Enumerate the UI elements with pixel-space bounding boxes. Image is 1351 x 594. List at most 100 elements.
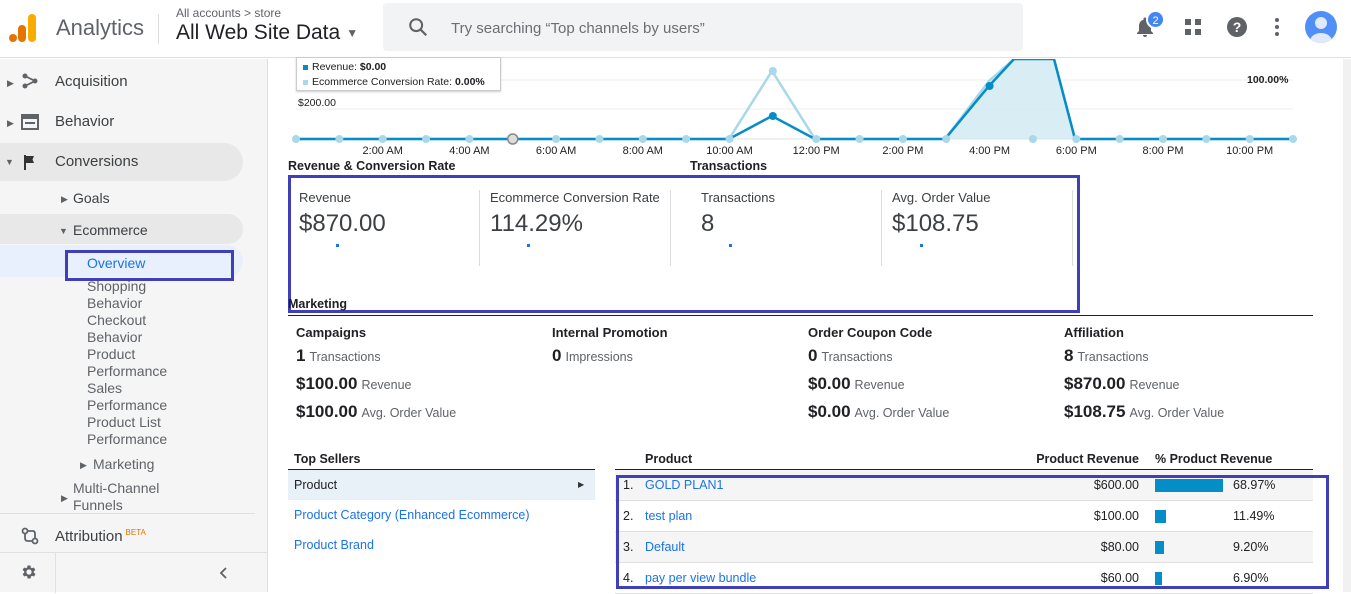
- metric-conversion-rate[interactable]: Ecommerce Conversion Rate 114.29%: [482, 178, 673, 268]
- marketing-stat[interactable]: 0 Transactions: [808, 346, 1058, 374]
- data-point[interactable]: [812, 135, 821, 143]
- col-product-revenue[interactable]: Product Revenue: [1036, 452, 1139, 466]
- data-point[interactable]: [682, 135, 691, 143]
- tooltip-revenue-value: $0.00: [359, 61, 387, 73]
- property-selector[interactable]: All Web Site Data ▼: [176, 21, 358, 45]
- data-point[interactable]: [1289, 135, 1298, 143]
- data-point[interactable]: [768, 67, 777, 75]
- data-point[interactable]: [855, 135, 864, 143]
- product-link[interactable]: test plan: [645, 509, 693, 523]
- sidebar-item-acquisition[interactable]: Acquisition: [55, 73, 128, 90]
- data-point[interactable]: [335, 135, 344, 143]
- data-point[interactable]: [638, 135, 647, 143]
- product-link[interactable]: pay per view bundle: [645, 571, 757, 585]
- app-title: Analytics: [56, 15, 145, 40]
- data-point[interactable]: [942, 135, 951, 143]
- product-link[interactable]: Default: [645, 540, 685, 554]
- data-point[interactable]: [292, 135, 300, 143]
- revenue-conversion-chart[interactable]: 2:00 AM 4:00 AM 6:00 AM 8:00 AM 10:00 AM 12:0…: [269, 59, 1339, 164]
- data-point[interactable]: [595, 135, 604, 143]
- marketing-stat[interactable]: $0.00 Avg. Order Value: [808, 402, 1058, 430]
- data-point[interactable]: [1245, 135, 1254, 143]
- expand-arrow-icon[interactable]: ▶: [80, 460, 87, 470]
- help-icon[interactable]: ?: [1225, 15, 1249, 39]
- sidebar-item-overview[interactable]: Overview: [87, 255, 146, 271]
- data-point[interactable]: [1072, 135, 1081, 143]
- top-sellers-title: Top Sellers: [294, 452, 361, 466]
- metric-transactions[interactable]: Transactions 8: [693, 178, 884, 268]
- data-point[interactable]: [422, 135, 431, 143]
- marketing-stat[interactable]: $108.75 Avg. Order Value: [1064, 402, 1314, 430]
- top-sellers-item-product[interactable]: Product: [294, 478, 338, 492]
- data-point[interactable]: [1028, 135, 1037, 143]
- avatar[interactable]: [1305, 11, 1337, 43]
- analytics-logo-icon[interactable]: [8, 12, 38, 44]
- data-point[interactable]: [898, 135, 907, 143]
- marketing-stat[interactable]: 0 Impressions: [552, 346, 802, 374]
- data-point[interactable]: [465, 135, 474, 143]
- metric-revenue[interactable]: Revenue $870.00: [291, 178, 482, 268]
- sidebar-item-checkout-behavior[interactable]: Checkout Behavior: [87, 312, 146, 346]
- data-point[interactable]: [378, 135, 387, 143]
- expand-arrow-icon[interactable]: ▶: [7, 118, 14, 128]
- expand-arrow-icon[interactable]: ▶: [7, 78, 14, 88]
- sidebar-item-shopping-behavior[interactable]: Shopping Behavior: [87, 278, 146, 312]
- sidebar-item-conversions[interactable]: Conversions: [55, 153, 139, 170]
- revenue-share-pct: 11.49%: [1233, 509, 1275, 523]
- data-point[interactable]: [1202, 135, 1211, 143]
- more-vert-icon[interactable]: [1265, 15, 1289, 39]
- product-link[interactable]: GOLD PLAN1: [645, 478, 724, 492]
- data-point[interactable]: [768, 112, 777, 120]
- metric-value: $870.00: [299, 210, 386, 237]
- data-point[interactable]: [1115, 135, 1124, 143]
- breadcrumb[interactable]: All accounts > store: [176, 6, 282, 20]
- gear-icon[interactable]: [20, 563, 38, 581]
- marketing-affiliation: Affiliation 8 Transactions $870.00 Revenue…: [1064, 325, 1314, 430]
- data-point[interactable]: [507, 133, 519, 145]
- marketing-stat[interactable]: 1 Transactions: [296, 346, 546, 374]
- top-sellers-item-category[interactable]: Product Category (Enhanced Ecommerce): [294, 508, 530, 522]
- sidebar-item-ecommerce[interactable]: Ecommerce: [73, 222, 148, 238]
- top-sellers-item-brand[interactable]: Product Brand: [294, 538, 374, 552]
- chevron-left-icon[interactable]: [216, 565, 232, 581]
- marketing-stat[interactable]: $100.00 Avg. Order Value: [296, 402, 546, 430]
- sidebar-item-marketing[interactable]: Marketing: [93, 456, 155, 472]
- label-line: Checkout: [87, 312, 147, 328]
- sidebar-item-product-performance[interactable]: Product Performance: [87, 346, 167, 380]
- user-silhouette-icon: [1310, 17, 1332, 43]
- col-pct-revenue[interactable]: % Product Revenue: [1155, 452, 1273, 466]
- label-line: Behavior: [87, 329, 143, 345]
- product-revenue: $600.00: [1093, 478, 1139, 492]
- col-product[interactable]: Product: [645, 452, 693, 466]
- metric-avg-order-value[interactable]: Avg. Order Value $108.75: [884, 178, 1075, 268]
- marketing-internal-promotion: Internal Promotion 0 Impressions: [552, 325, 802, 374]
- data-point[interactable]: [985, 82, 994, 90]
- scrollbar[interactable]: [1343, 59, 1351, 592]
- caret-down-icon: ▼: [346, 26, 359, 41]
- sidebar-item-multichannel-funnels[interactable]: Multi-Channel Funnels: [73, 480, 159, 514]
- sidebar-item-goals[interactable]: Goals: [73, 190, 110, 206]
- sidebar-item-behavior[interactable]: Behavior: [55, 113, 115, 130]
- data-point[interactable]: [725, 135, 734, 143]
- label-line: Shopping: [87, 278, 147, 294]
- data-point[interactable]: [1159, 135, 1167, 143]
- sidebar-item-sales-performance[interactable]: Sales Performance: [87, 380, 167, 414]
- sidebar-item-attribution[interactable]: Attribution BETA: [55, 528, 146, 545]
- apps-grid-icon[interactable]: [1181, 15, 1205, 39]
- data-point[interactable]: [552, 135, 561, 143]
- stat-value: 0: [552, 346, 562, 365]
- search-bar[interactable]: [383, 3, 1023, 51]
- marketing-stat[interactable]: $100.00 Revenue: [296, 374, 546, 402]
- marketing-stat[interactable]: $870.00 Revenue: [1064, 374, 1314, 402]
- marketing-stat[interactable]: 8 Transactions: [1064, 346, 1314, 374]
- expand-arrow-icon[interactable]: ▶: [61, 493, 68, 503]
- search-input[interactable]: [451, 17, 991, 39]
- metric-divider: [881, 190, 882, 266]
- marketing-stat[interactable]: $0.00 Revenue: [808, 374, 1058, 402]
- x-tick-label: 10:00 AM: [706, 145, 752, 157]
- collapse-arrow-icon[interactable]: ▼: [5, 157, 14, 167]
- expand-arrow-icon[interactable]: ▶: [61, 194, 68, 204]
- tooltip-conversion-row: Ecommerce Conversion Rate: 0.00%: [303, 75, 500, 90]
- collapse-arrow-icon[interactable]: ▼: [59, 226, 68, 236]
- sidebar-item-product-list-performance[interactable]: Product List Performance: [87, 414, 167, 448]
